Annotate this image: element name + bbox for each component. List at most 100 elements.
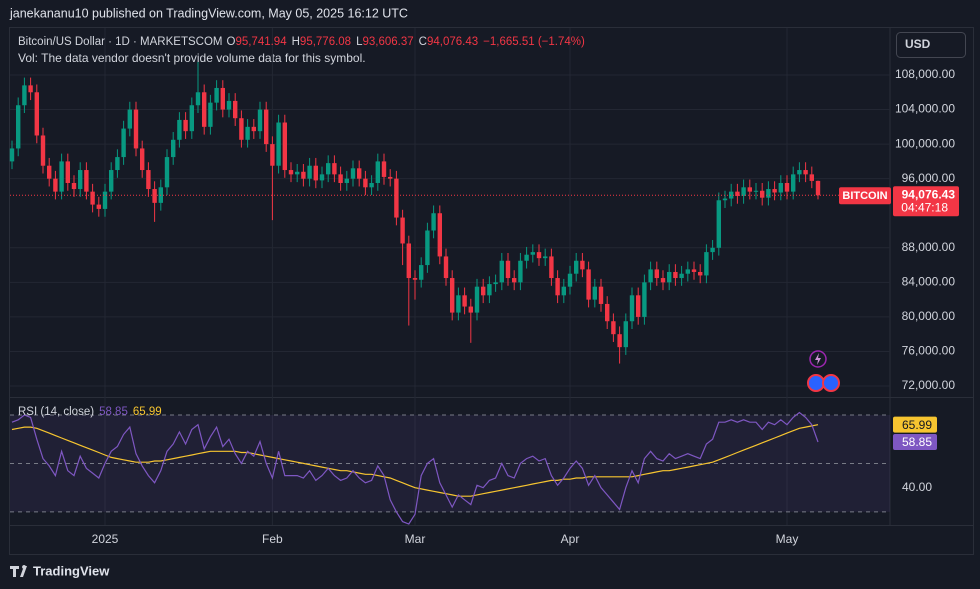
rsi-title: RSI (14, close) xyxy=(18,406,94,418)
legend-value: 95,776.08 xyxy=(300,36,351,48)
rsi-badge xyxy=(893,416,937,433)
price-badge xyxy=(893,186,959,217)
x-tick-label: Apr xyxy=(561,532,580,546)
candle-body xyxy=(319,174,325,181)
candle-body xyxy=(760,190,765,198)
candle-body xyxy=(474,286,480,313)
y-tick-label: 80,000.00 xyxy=(902,309,956,323)
candle-body xyxy=(468,306,473,313)
candle-body xyxy=(518,260,523,283)
candle-body xyxy=(295,171,300,175)
candle-body xyxy=(605,303,610,322)
candle-body xyxy=(78,170,83,190)
candle-body xyxy=(226,100,232,110)
candle-body xyxy=(239,118,244,140)
candle-body xyxy=(716,200,721,248)
candle-body xyxy=(629,295,635,322)
y-tick-label: 76,000.00 xyxy=(902,344,956,358)
candle-body xyxy=(505,260,511,279)
candle-body xyxy=(660,278,666,283)
candle-body xyxy=(623,321,628,348)
candle-body xyxy=(419,265,424,280)
candle-body xyxy=(530,252,535,255)
candle-body xyxy=(214,87,219,103)
candle-body xyxy=(164,157,170,188)
candle-body xyxy=(493,282,498,285)
y-tick-label: 40.00 xyxy=(902,480,932,494)
y-tick-label: 108,000.00 xyxy=(895,67,955,81)
rsi-legend: RSI (14, close) 58.85 65.99 xyxy=(18,406,162,418)
candle-body xyxy=(481,286,486,296)
candle-body xyxy=(28,85,33,93)
candle-body xyxy=(140,148,145,171)
legend: Bitcoin/US Dollar · 1D · MARKETSCOM O95,7… xyxy=(18,36,585,48)
candle-body xyxy=(766,189,771,198)
candle-body xyxy=(617,334,622,348)
candle-body xyxy=(555,278,560,296)
symbol-badge xyxy=(839,187,891,205)
candle-body xyxy=(791,174,796,192)
price-badge-label: 94,076.43 xyxy=(902,187,956,201)
candle-body xyxy=(381,161,387,177)
candle-body xyxy=(710,247,715,253)
candle-body xyxy=(53,178,58,192)
legend-value: 94,076.43 xyxy=(427,36,478,48)
rsi-badge-label: 58.85 xyxy=(902,435,932,449)
flag-icon[interactable] xyxy=(807,374,825,392)
candle-body xyxy=(195,92,201,106)
legend-key: H xyxy=(292,36,300,48)
candle-body xyxy=(245,126,250,140)
candle-body xyxy=(171,139,176,158)
candle-body xyxy=(642,282,647,317)
candle-body xyxy=(251,126,256,132)
candle-body xyxy=(34,92,39,136)
candle-body xyxy=(332,163,337,175)
candle-body xyxy=(437,213,442,257)
candle-body xyxy=(499,260,504,283)
candle-body xyxy=(450,278,455,313)
candle-body xyxy=(691,269,697,272)
frame xyxy=(9,27,974,555)
currency-button[interactable] xyxy=(896,32,966,58)
rsi-line xyxy=(11,411,819,525)
candle-body xyxy=(536,252,542,259)
y-tick-label: 88,000.00 xyxy=(902,240,956,254)
candle-body xyxy=(586,269,591,300)
legend-key: C xyxy=(419,36,427,48)
x-tick-label: Feb xyxy=(262,532,283,546)
candle-body xyxy=(189,105,194,132)
candle-body xyxy=(9,148,15,162)
candle-body xyxy=(350,168,356,179)
candle-body xyxy=(443,256,449,279)
rsi-legend-value: 65.99 xyxy=(133,406,162,418)
candle-body xyxy=(357,168,362,179)
candle-body xyxy=(84,170,89,192)
candle-body xyxy=(648,269,653,283)
candle-body xyxy=(425,230,430,266)
candle-body xyxy=(679,273,684,279)
candle-body xyxy=(133,109,139,149)
rsi-line xyxy=(11,424,819,497)
candle-body xyxy=(288,170,294,175)
candle-body xyxy=(561,286,566,296)
candle-body xyxy=(580,260,585,270)
x-tick-label: 2025 xyxy=(92,532,119,546)
flag-icon[interactable] xyxy=(822,374,840,392)
candle-body xyxy=(673,271,678,279)
candle-body xyxy=(412,278,418,280)
candle-body xyxy=(753,190,759,192)
candle-body xyxy=(772,189,777,193)
candle-body xyxy=(567,273,573,287)
candle-body xyxy=(741,187,746,196)
candle-body xyxy=(264,109,269,145)
candle-body xyxy=(375,161,380,183)
candle-body xyxy=(233,100,238,119)
candle-body xyxy=(301,171,306,179)
currency-label: USD xyxy=(905,37,931,51)
candle-body xyxy=(747,187,752,192)
y-tick-label: 72,000.00 xyxy=(902,378,956,392)
candle-body xyxy=(146,170,151,190)
candle-body xyxy=(47,165,52,179)
y-tick-label: 100,000.00 xyxy=(895,136,955,150)
